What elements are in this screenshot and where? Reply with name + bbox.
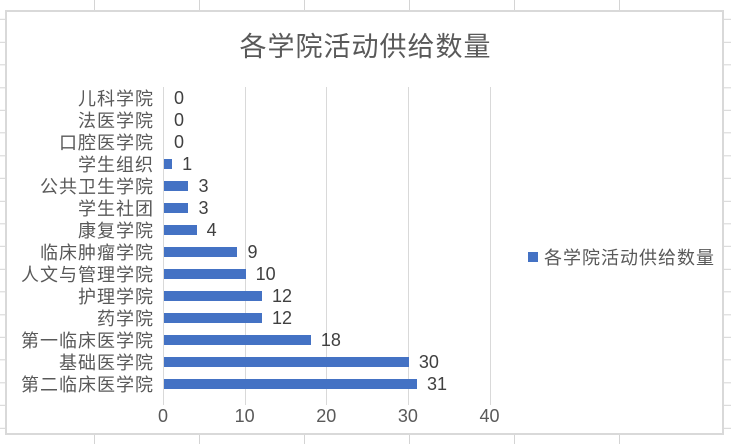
- bar[interactable]: [164, 159, 173, 169]
- gridline: [489, 87, 491, 405]
- value-label[interactable]: 0: [174, 131, 185, 152]
- bar[interactable]: [164, 203, 189, 213]
- legend[interactable]: 各学院活动供给数量: [528, 244, 715, 270]
- category-axis-label[interactable]: 人文与管理学院: [21, 265, 154, 285]
- legend-label: 各学院活动供给数量: [544, 248, 715, 268]
- value-label[interactable]: 12: [271, 285, 292, 306]
- category-axis-label[interactable]: 基础医学院: [59, 353, 154, 373]
- x-axis-tick-label[interactable]: 10: [234, 406, 255, 426]
- bar[interactable]: [164, 181, 189, 191]
- value-label[interactable]: 4: [206, 219, 217, 240]
- value-label[interactable]: 18: [320, 329, 341, 350]
- value-label[interactable]: 0: [174, 109, 185, 130]
- category-axis-label[interactable]: 公共卫生学院: [40, 177, 154, 197]
- category-axis-label[interactable]: 儿科学院: [78, 89, 154, 109]
- value-label[interactable]: 3: [198, 197, 209, 218]
- category-axis-label[interactable]: 口腔医学院: [59, 133, 154, 153]
- bar[interactable]: [164, 291, 262, 301]
- gridline: [244, 87, 246, 405]
- category-axis-label[interactable]: 法医学院: [78, 111, 154, 131]
- bar[interactable]: [164, 335, 311, 345]
- category-axis-label[interactable]: 康复学院: [78, 221, 154, 241]
- category-axis-label[interactable]: 临床肿瘤学院: [40, 243, 154, 263]
- x-axis-tick-label[interactable]: 0: [157, 406, 168, 426]
- bar[interactable]: [164, 379, 418, 389]
- category-axis-label[interactable]: 学生社团: [78, 199, 154, 219]
- bar[interactable]: [164, 313, 262, 323]
- value-label[interactable]: 31: [427, 373, 448, 394]
- value-label[interactable]: 10: [255, 263, 276, 284]
- category-axis-label[interactable]: 第二临床医学院: [21, 375, 154, 395]
- category-axis-label[interactable]: 护理学院: [78, 287, 154, 307]
- chart-area[interactable]: 各学院活动供给数量 儿科学院 0 法医学院 0 口腔医学院 0 学生组织 1 公共卫生学院 3 学生…: [5, 10, 724, 435]
- value-label[interactable]: 1: [182, 153, 193, 174]
- value-label[interactable]: 9: [247, 241, 258, 262]
- legend-swatch-icon: [528, 252, 538, 262]
- bar[interactable]: [164, 225, 197, 235]
- value-label[interactable]: 3: [198, 175, 209, 196]
- gridline: [326, 87, 328, 405]
- bar[interactable]: [164, 357, 409, 367]
- category-axis-label[interactable]: 第一临床医学院: [21, 331, 154, 351]
- x-axis-tick-label[interactable]: 40: [479, 406, 500, 426]
- bar[interactable]: [164, 247, 238, 257]
- category-axis-label[interactable]: 药学院: [97, 309, 154, 329]
- category-axis-line: [163, 87, 164, 405]
- gridline: [407, 87, 409, 405]
- x-axis-tick-label[interactable]: 20: [316, 406, 337, 426]
- value-label[interactable]: 12: [271, 307, 292, 328]
- value-label[interactable]: 30: [418, 351, 439, 372]
- chart-inner: 各学院活动供给数量 儿科学院 0 法医学院 0 口腔医学院 0 学生组织 1 公共卫生学院 3 学生…: [7, 12, 724, 433]
- bar[interactable]: [164, 269, 246, 279]
- x-axis-tick-label[interactable]: 30: [397, 406, 418, 426]
- value-label[interactable]: 0: [174, 87, 185, 108]
- category-axis-label[interactable]: 学生组织: [78, 155, 154, 175]
- chart-title[interactable]: 各学院活动供给数量: [239, 32, 492, 62]
